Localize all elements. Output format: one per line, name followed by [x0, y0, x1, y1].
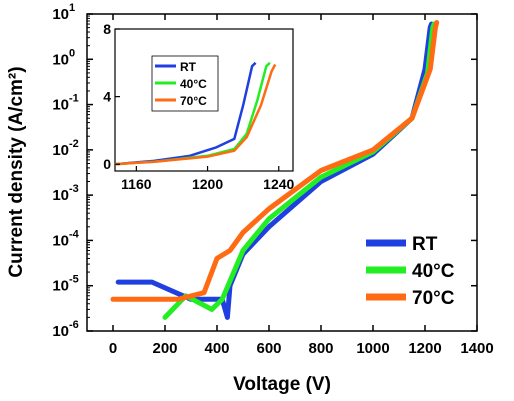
y-axis-title: Current density (A/cm²) [6, 66, 27, 277]
x-tick-label: 600 [256, 340, 281, 357]
inset-legend-label: 40°C [180, 77, 207, 91]
inset-x-tick-label: 1200 [192, 176, 223, 192]
main-series-group [110, 20, 440, 320]
y-tick-label: 10 [52, 187, 69, 204]
legend-label: 40°C [412, 261, 455, 282]
main-series-line-2 [110, 20, 440, 302]
inset-legend-label: RT [180, 60, 197, 74]
y-tick-label: 10 [52, 278, 69, 295]
inset-series-group [114, 61, 277, 166]
legend-label: 70°C [412, 288, 455, 309]
inset-legend-label: 70°C [180, 94, 207, 108]
inset-x-tick-label: 1240 [263, 176, 294, 192]
inset-ticks-group: 1160 1200 1240 0 4 8 [103, 21, 294, 192]
y-tick-label: 10 [52, 142, 69, 159]
legend-label: RT [412, 234, 438, 255]
x-tick-label: 1000 [356, 340, 389, 357]
y-tick-exponent: -6 [69, 319, 79, 331]
x-axis-title: Voltage (V) [233, 374, 331, 395]
x-tick-label: 200 [152, 340, 177, 357]
y-tick-exponent: -3 [69, 183, 79, 195]
x-tick-label: 1400 [460, 340, 493, 357]
y-tick-label: 10 [52, 323, 69, 340]
inset-y-tick-label: 4 [103, 89, 111, 105]
y-tick-label: 10 [52, 6, 69, 23]
y-tick-label: 10 [52, 97, 69, 114]
y-tick-label: 10 [52, 232, 69, 249]
y-tick-exponent: -4 [69, 228, 80, 240]
y-tick-exponent: -2 [69, 138, 79, 150]
x-tick-label: 0 [109, 340, 117, 357]
y-tick-label: 10 [52, 51, 69, 68]
y-tick-exponent: -1 [69, 93, 79, 105]
inset-series-line-2 [114, 63, 277, 166]
y-tick-exponent: 1 [69, 2, 75, 14]
inset-y-tick-label: 0 [103, 156, 111, 172]
main-plot-frame [86, 13, 478, 332]
main-legend: RT 40°C 70°C [366, 234, 455, 309]
x-tick-label: 800 [308, 340, 333, 357]
inset-legend: RT 40°C 70°C [151, 55, 219, 112]
y-tick-exponent: 0 [69, 47, 75, 59]
x-tick-label: 1200 [408, 340, 441, 357]
inset-y-tick-label: 8 [103, 21, 111, 37]
inset-x-tick-label: 1160 [121, 176, 152, 192]
x-tick-label: 400 [204, 340, 229, 357]
y-tick-exponent: -5 [69, 274, 79, 286]
